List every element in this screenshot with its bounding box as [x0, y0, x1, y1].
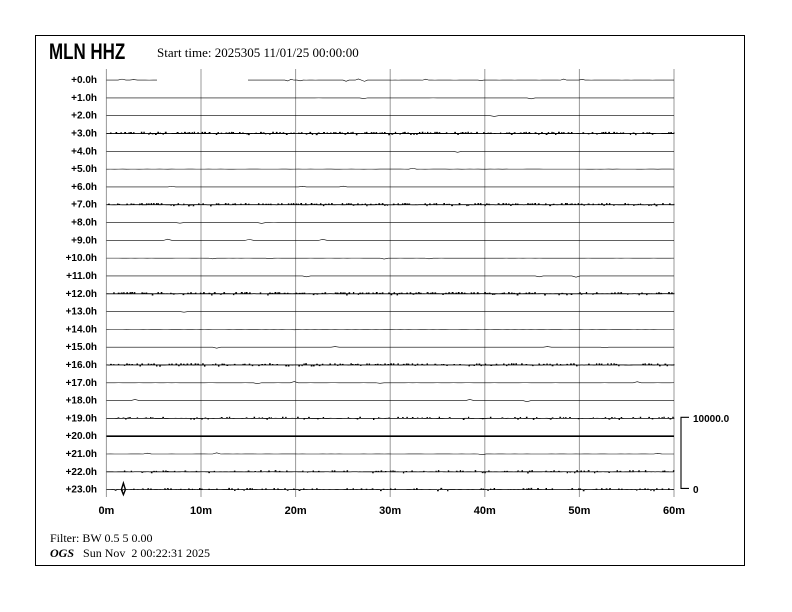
svg-text:+3.0h: +3.0h — [71, 129, 97, 140]
svg-text:+23.0h: +23.0h — [66, 485, 97, 496]
svg-text:0m: 0m — [98, 505, 114, 517]
svg-text:+22.0h: +22.0h — [66, 467, 97, 478]
svg-text:+0.0h: +0.0h — [71, 75, 97, 86]
svg-text:+16.0h: +16.0h — [66, 360, 97, 371]
svg-text:+9.0h: +9.0h — [71, 235, 97, 246]
svg-text:0: 0 — [693, 485, 699, 496]
svg-text:+10.0h: +10.0h — [66, 253, 97, 264]
svg-text:+14.0h: +14.0h — [66, 324, 97, 335]
svg-text:+13.0h: +13.0h — [66, 307, 97, 318]
svg-text:+4.0h: +4.0h — [71, 146, 97, 157]
svg-text:+15.0h: +15.0h — [66, 342, 97, 353]
svg-text:+11.0h: +11.0h — [66, 271, 97, 282]
svg-text:+19.0h: +19.0h — [66, 413, 97, 424]
svg-text:+8.0h: +8.0h — [71, 218, 97, 229]
svg-text:60m: 60m — [663, 505, 685, 517]
svg-text:+2.0h: +2.0h — [71, 111, 97, 122]
svg-text:10m: 10m — [190, 505, 212, 517]
svg-text:+5.0h: +5.0h — [71, 164, 97, 175]
svg-text:+1.0h: +1.0h — [71, 93, 97, 104]
svg-text:40m: 40m — [474, 505, 496, 517]
svg-text:+7.0h: +7.0h — [71, 200, 97, 211]
svg-text:50m: 50m — [568, 505, 590, 517]
svg-text:+20.0h: +20.0h — [66, 431, 97, 442]
svg-text:30m: 30m — [379, 505, 401, 517]
svg-text:+18.0h: +18.0h — [66, 396, 97, 407]
svg-text:10000.0: 10000.0 — [693, 414, 730, 425]
svg-text:+6.0h: +6.0h — [71, 182, 97, 193]
svg-text:+21.0h: +21.0h — [66, 449, 97, 460]
svg-text:+17.0h: +17.0h — [66, 378, 97, 389]
svg-text:+12.0h: +12.0h — [66, 289, 97, 300]
svg-text:20m: 20m — [285, 505, 307, 517]
